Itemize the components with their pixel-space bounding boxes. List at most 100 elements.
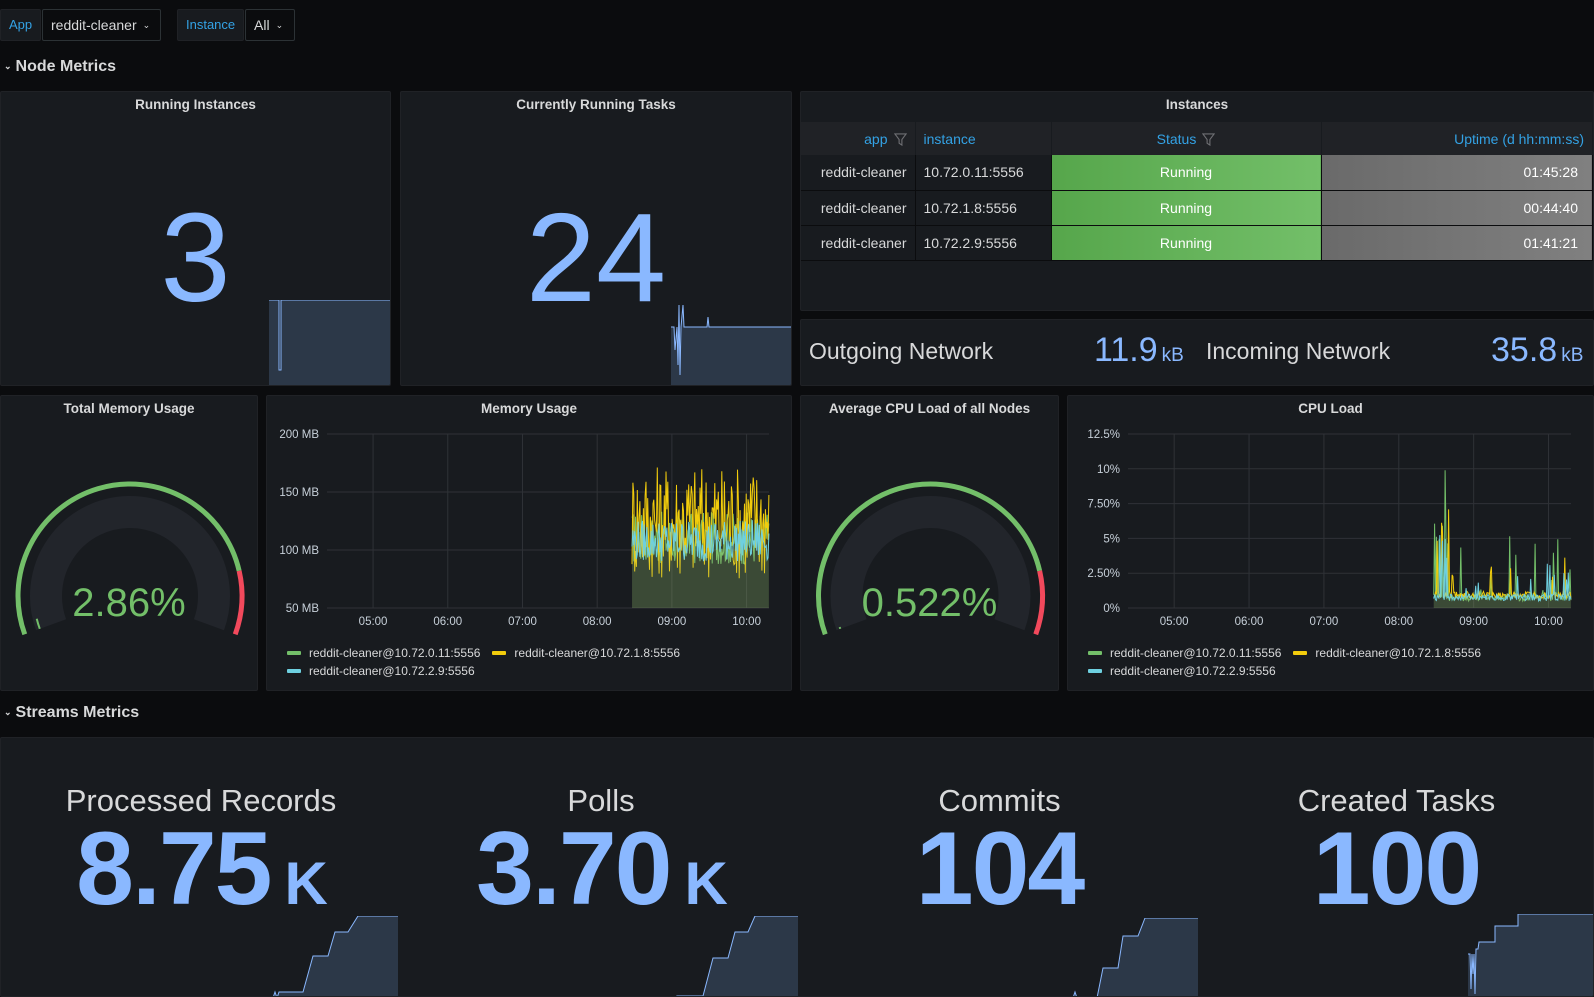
gauge [816, 481, 1045, 636]
legend-swatch [492, 651, 507, 655]
unit: K [684, 850, 728, 917]
column-header-status[interactable]: Status [1051, 122, 1322, 155]
cell-instance: 10.72.1.8:5556 [915, 190, 1052, 226]
sparkline [1073, 918, 1198, 996]
stat-value: 8.75 K [1, 810, 401, 929]
legend-item[interactable]: reddit-cleaner@10.72.0.11:5556 [287, 644, 480, 662]
instances-table: app instance Status Uptime (d hh:mm:ss) … [801, 122, 1593, 261]
app-variable-value: reddit-cleaner [51, 17, 137, 33]
stat-title: Processed Records [65, 783, 337, 818]
legend-label: reddit-cleaner@10.72.2.9:5556 [1110, 664, 1276, 678]
cell-app: reddit-cleaner [801, 190, 916, 226]
cell-uptime: 01:41:21 [1321, 225, 1593, 261]
panel-title: Running Instances [135, 97, 256, 112]
panel-network: Outgoing Network 11.9 kB Incoming Network… [800, 319, 1594, 386]
gauge-track [30, 496, 230, 631]
gauge [15, 481, 245, 636]
stat-title: Commits [938, 783, 1061, 818]
legend-item[interactable]: reddit-cleaner@10.72.2.9:5556 [287, 662, 475, 680]
gauge-threshold-green [15, 481, 242, 636]
chevron-down-icon: ⌄ [4, 61, 12, 71]
x-tick-label: 07:00 [508, 616, 537, 628]
row-header-streams-metrics[interactable]: ⌄ Streams Metrics [4, 704, 139, 722]
series-area [632, 467, 769, 608]
cell-status: Running [1051, 155, 1322, 191]
legend-swatch [287, 651, 301, 655]
column-header-uptime[interactable]: Uptime (d hh:mm:ss) [1321, 122, 1593, 155]
gauge-value: 2.86% [72, 581, 186, 625]
cell-status: Running [1051, 225, 1322, 261]
filter-icon[interactable] [1202, 133, 1216, 147]
x-tick-label: 10:00 [732, 616, 761, 628]
column-header-instance[interactable]: instance [915, 122, 1052, 155]
legend-label: reddit-cleaner@10.72.0.11:5556 [1110, 646, 1282, 660]
panel-title: CPU Load [1298, 401, 1363, 416]
stat-created-tasks: Created Tasks 100 [1198, 738, 1593, 996]
y-tick-label: 5% [1103, 533, 1120, 545]
chevron-down-icon: ⌄ [275, 20, 284, 30]
sparkline-line [671, 305, 791, 376]
panel-memory-usage: Memory Usage 200 MB 150 MB 100 MB 50 MB 05:0… [266, 395, 792, 691]
unit: kB [1161, 345, 1184, 366]
legend: reddit-cleaner@10.72.0.11:5556 reddit-cle… [1088, 644, 1588, 680]
sparkline-line [273, 916, 398, 996]
x-tick-label: 05:00 [1160, 616, 1189, 628]
legend-item[interactable]: reddit-cleaner@10.72.2.9:5556 [1088, 662, 1276, 680]
gauge-threshold-green [816, 481, 1043, 636]
x-tick-label: 09:00 [657, 616, 686, 628]
chevron-down-icon: ⌄ [142, 20, 151, 30]
stat-commits: Commits 104 [801, 738, 1198, 996]
panel-avg-cpu: Average CPU Load of all Nodes 0.522% [800, 395, 1059, 691]
series-area [632, 520, 769, 608]
cell-app: reddit-cleaner [801, 225, 916, 261]
y-tick-label: 150 MB [279, 487, 319, 499]
chevron-down-icon: ⌄ [4, 707, 12, 717]
sparkline-line [269, 300, 390, 371]
unit: K [284, 850, 328, 917]
instance-variable-select[interactable]: All ⌄ [245, 9, 295, 41]
panel-running-tasks: Currently Running Tasks 24 [400, 91, 792, 386]
sparkline-line [675, 916, 798, 996]
cell-status: Running [1051, 190, 1322, 226]
y-tick-label: 0% [1103, 603, 1120, 615]
sparkline-line [1468, 914, 1593, 995]
stat-polls: Polls 3.70 K [401, 738, 801, 996]
value: 35.8 [1491, 331, 1558, 369]
y-tick-label: 50 MB [286, 603, 320, 615]
legend-item[interactable]: reddit-cleaner@10.72.1.8:5556 [1293, 644, 1481, 662]
stat-value: 3.70 K [401, 810, 801, 929]
filter-icon[interactable] [893, 133, 907, 147]
row-title: Streams Metrics [15, 704, 140, 721]
cell-app: reddit-cleaner [801, 155, 916, 191]
x-tick-label: 08:00 [583, 616, 612, 628]
legend-swatch [287, 669, 301, 673]
sparkline-area [677, 916, 798, 996]
row-header-node-metrics[interactable]: ⌄ Node Metrics [4, 58, 116, 76]
legend-item[interactable]: reddit-cleaner@10.72.0.11:5556 [1088, 644, 1281, 662]
incoming-network-value: 35.8 kB [1491, 331, 1583, 370]
cell-uptime: 01:45:28 [1321, 155, 1593, 191]
app-variable-label: App [0, 9, 42, 41]
stat-value: 104 [801, 810, 1198, 929]
column-header-app[interactable]: app [801, 122, 916, 155]
stat-title: Created Tasks [1297, 783, 1496, 818]
cell-uptime: 00:44:40 [1321, 190, 1593, 226]
y-tick-label: 7.50% [1087, 499, 1120, 511]
panel-streams: Processed Records 8.75 K Polls 3.70 K Comm… [0, 737, 1594, 997]
panel-title: Instances [1165, 97, 1229, 112]
stat-processed-records: Processed Records 8.75 K [1, 738, 401, 996]
table-row: reddit-cleaner 10.72.1.8:5556 Running 00… [801, 190, 1593, 226]
legend-item[interactable]: reddit-cleaner@10.72.1.8:5556 [492, 644, 680, 662]
series-line [631, 520, 770, 562]
series-area [1433, 535, 1571, 608]
sparkline [269, 300, 390, 385]
panel-running-instances: Running Instances 3 [0, 91, 391, 386]
legend-swatch [1088, 651, 1102, 655]
sparkline-area [1073, 918, 1198, 996]
table-row: reddit-cleaner 10.72.0.11:5556 Running 0… [801, 155, 1593, 191]
app-variable-select[interactable]: reddit-cleaner ⌄ [42, 9, 161, 41]
panel-title: Total Memory Usage [63, 401, 195, 416]
legend: reddit-cleaner@10.72.0.11:5556 reddit-cle… [287, 644, 787, 680]
x-tick-label: 05:00 [359, 616, 388, 628]
outgoing-network-label: Outgoing Network [809, 338, 994, 364]
